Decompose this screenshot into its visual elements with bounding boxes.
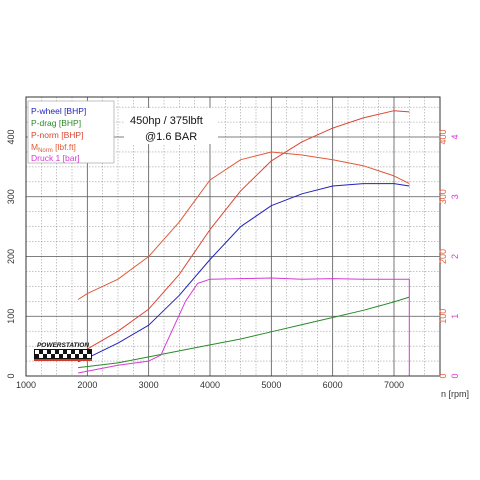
legend-item-p-wheel: P-wheel [BHP] bbox=[31, 106, 86, 116]
y-left-tick-label: 200 bbox=[6, 249, 16, 264]
logo-checker-pattern bbox=[34, 350, 92, 361]
logo-check bbox=[67, 350, 71, 354]
logo-stripe bbox=[34, 359, 92, 361]
legend-item-p-norm: P-norm [BHP] bbox=[31, 130, 83, 140]
legend-item-p-drag: P-drag [BHP] bbox=[31, 118, 81, 128]
series-line-4 bbox=[78, 277, 410, 376]
y-right-tick-label: 300 bbox=[438, 189, 448, 204]
y-left-tick-label: 300 bbox=[6, 189, 16, 204]
legend-item-druck: Druck 1 [bar] bbox=[31, 153, 80, 163]
logo-check bbox=[35, 350, 39, 354]
y-right-tick-label: 0 bbox=[438, 373, 448, 378]
series-lines bbox=[77, 110, 410, 376]
powerstation-logo: POWERSTATION bbox=[34, 342, 92, 361]
x-tick-label: 4000 bbox=[200, 380, 220, 390]
series-line-3 bbox=[77, 151, 410, 300]
x-tick-label: 5000 bbox=[261, 380, 281, 390]
logo-check bbox=[71, 354, 75, 358]
logo-check bbox=[55, 354, 59, 358]
x-tick-label: 7000 bbox=[384, 380, 404, 390]
annotation-boost: @1.6 BAR bbox=[145, 131, 197, 143]
legend-m-unit: [lbf.ft] bbox=[53, 142, 76, 152]
y-right2-tick-label: 0 bbox=[450, 373, 460, 378]
logo-check bbox=[83, 350, 87, 354]
y-right2-tick-label: 3 bbox=[450, 194, 460, 199]
logo-check bbox=[39, 354, 43, 358]
logo-check bbox=[51, 350, 55, 354]
logo-check bbox=[79, 354, 83, 358]
logo-check bbox=[59, 350, 63, 354]
y-right2-tick-label: 1 bbox=[450, 314, 460, 319]
y-right-tick-label: 100 bbox=[438, 309, 448, 324]
y-right2-tick-label: 2 bbox=[450, 254, 460, 259]
series-line-0 bbox=[77, 183, 410, 363]
logo-check bbox=[75, 350, 79, 354]
series-line-1 bbox=[78, 296, 410, 369]
series-line-2 bbox=[77, 110, 410, 354]
y-left-tick-label: 100 bbox=[6, 309, 16, 324]
x-tick-label: 6000 bbox=[323, 380, 343, 390]
logo-check bbox=[63, 354, 67, 358]
x-tick-label: 2000 bbox=[77, 380, 97, 390]
legend-m-sub: Norm bbox=[38, 148, 53, 154]
logo-text: POWERSTATION bbox=[37, 342, 89, 349]
x-tick-label: 3000 bbox=[139, 380, 159, 390]
y-right2-tick-label: 4 bbox=[450, 135, 460, 140]
annotation-power-torque: 450hp / 375lbft bbox=[130, 115, 203, 127]
logo-check bbox=[43, 350, 47, 354]
x-axis-title: n [rpm] bbox=[441, 389, 469, 399]
y-right-tick-label: 200 bbox=[438, 249, 448, 264]
legend-box bbox=[27, 100, 115, 164]
plot-frame bbox=[25, 96, 441, 377]
logo-check bbox=[47, 354, 51, 358]
axes: 1000 2000 3000 4000 5000 6000 7000010020030040… bbox=[6, 96, 460, 390]
legend: P-wheel [BHP] P-drag [BHP] P-norm [BHP] … bbox=[27, 100, 115, 164]
y-right-tick-label: 400 bbox=[438, 130, 448, 145]
logo-check bbox=[87, 354, 91, 358]
y-left-tick-label: 0 bbox=[6, 373, 16, 378]
annotations: 450hp / 375lbft @1.6 BAR bbox=[124, 108, 218, 144]
y-left-tick-label: 400 bbox=[6, 130, 16, 145]
annotation-box bbox=[124, 108, 218, 144]
legend-m-main: M bbox=[31, 142, 38, 152]
legend-item-m-norm: MNorm [lbf.ft] bbox=[31, 142, 76, 154]
x-tick-label: 1000 bbox=[16, 380, 36, 390]
